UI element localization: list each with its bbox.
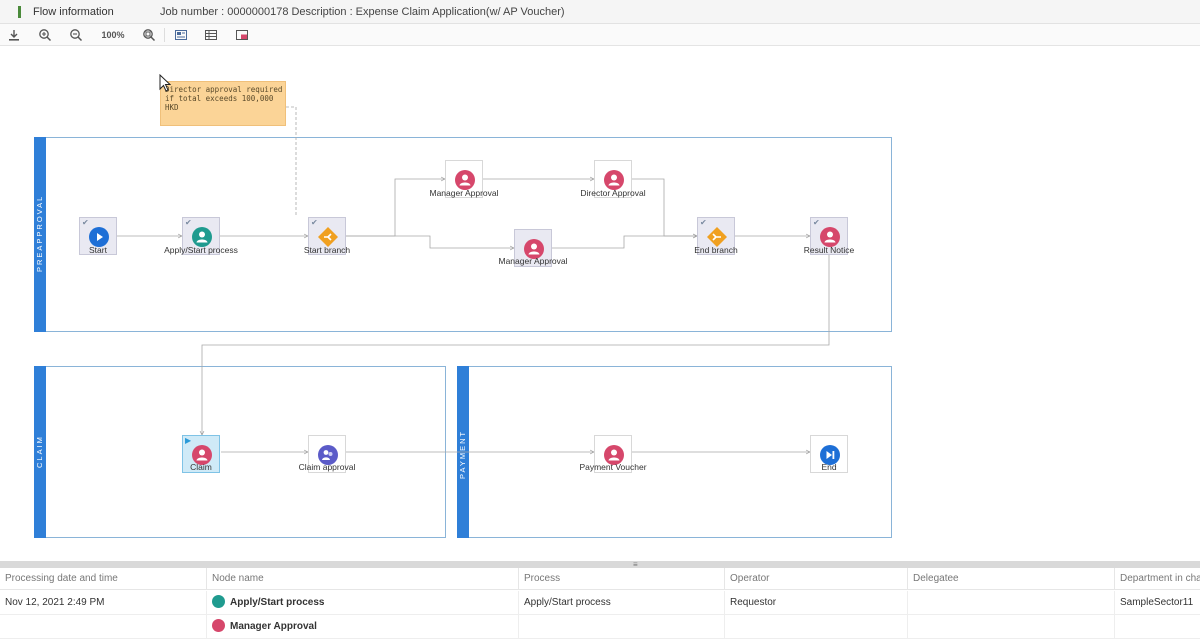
- column-header[interactable]: Process: [518, 568, 724, 590]
- skip-end-icon: [820, 445, 840, 465]
- column-header[interactable]: Department in charge: [1114, 568, 1200, 590]
- lane-bar: [34, 366, 46, 538]
- node-director-approval[interactable]: [594, 160, 632, 198]
- user-icon: [192, 227, 212, 247]
- node-view-icon[interactable]: [173, 27, 189, 43]
- node-label: Manager Approval: [498, 256, 568, 266]
- cell-date: Nov 12, 2021 2:49 PM: [5, 597, 105, 608]
- flow-diagram-canvas: PREAPPROVAL CLAIM PAYMENT: [0, 47, 1200, 561]
- avatar: [212, 594, 225, 608]
- node-label: End: [821, 462, 837, 472]
- zoom-in-icon[interactable]: [37, 27, 53, 43]
- flow-connectors: [117, 106, 830, 561]
- user-icon: [524, 239, 544, 259]
- fit-zoom-icon[interactable]: [141, 27, 157, 43]
- node-label: Claim: [190, 462, 212, 472]
- edge: [552, 236, 697, 249]
- toolbar-divider: [164, 28, 165, 42]
- node-label: Apply/Start process: [164, 245, 238, 255]
- table-view-icon[interactable]: [203, 27, 219, 43]
- node-label: Manager Approval: [429, 188, 499, 198]
- check-icon: ✔: [813, 218, 820, 227]
- node-result-notice[interactable]: ✔: [810, 217, 848, 255]
- job-description: Job number : 0000000178 Description : Ex…: [160, 6, 565, 18]
- cell-process: [518, 615, 724, 639]
- cell-node: Manager Approval: [206, 615, 518, 639]
- edge: [202, 255, 830, 435]
- column-header[interactable]: Node name: [206, 568, 518, 590]
- node-manager-approval-top[interactable]: [445, 160, 483, 198]
- node-start-branch[interactable]: ✔: [308, 217, 346, 255]
- cell-date: [0, 615, 206, 639]
- cell-operator: Requestor: [724, 591, 907, 615]
- node-start[interactable]: ✔: [79, 217, 117, 255]
- user-icon: [604, 170, 624, 190]
- node-payment-voucher[interactable]: [594, 435, 632, 473]
- node-claim[interactable]: ▶: [182, 435, 220, 473]
- check-icon: ✔: [311, 218, 318, 227]
- node-label: End branch: [694, 245, 738, 255]
- window-view-icon[interactable]: [234, 27, 250, 43]
- note-link: [286, 106, 297, 217]
- node-end-branch[interactable]: ✔: [697, 217, 735, 255]
- edge: [346, 235, 514, 248]
- play-icon: [89, 227, 109, 247]
- node-claim-approval[interactable]: [308, 435, 346, 473]
- table-header: Processing date and time Node name Proce…: [0, 568, 1200, 590]
- table-row[interactable]: Nov 12, 2021 2:49 PM Apply/Start process…: [0, 591, 1200, 615]
- column-header[interactable]: Delegatee: [907, 568, 1114, 590]
- cell-node: Apply/Start process: [206, 591, 518, 615]
- node-apply-start[interactable]: ✔: [182, 217, 220, 255]
- cell-department: SampleSector11: [1114, 591, 1200, 615]
- drag-grip-icon: [18, 6, 21, 18]
- user-icon: [455, 170, 475, 190]
- cell-process: Apply/Start process: [518, 591, 724, 615]
- avatar: [212, 618, 225, 632]
- table-row[interactable]: Manager Approval: [0, 615, 1200, 639]
- cell-department: [1114, 615, 1200, 639]
- diagram-toolbar: 100%: [0, 24, 1200, 46]
- cell-delegatee: [907, 615, 1114, 639]
- zoom-out-icon[interactable]: [68, 27, 84, 43]
- node-label: Result Notice: [803, 245, 855, 255]
- current-marker-icon: ▶: [185, 436, 192, 445]
- check-icon: ✔: [185, 218, 192, 227]
- user-icon: [604, 445, 624, 465]
- user-icon: [192, 445, 212, 465]
- cell-delegatee: [907, 591, 1114, 615]
- node-label: Director Approval: [580, 188, 646, 198]
- lane-bar: [34, 137, 46, 332]
- group-user-icon: [318, 445, 338, 465]
- node-label: Payment Voucher: [579, 462, 647, 472]
- annotation-note[interactable]: Director approval required if total exce…: [160, 81, 286, 126]
- download-icon[interactable]: [6, 27, 22, 43]
- node-label: Start branch: [303, 245, 351, 255]
- node-label: Start: [89, 245, 107, 255]
- history-table: Processing date and time Node name Proce…: [0, 568, 1200, 639]
- node-end[interactable]: [810, 435, 848, 473]
- check-icon: ✔: [700, 218, 707, 227]
- flow-info-titlebar: Flow information Job number : 0000000178…: [0, 0, 1200, 24]
- cell-node-label: Apply/Start process: [230, 597, 325, 608]
- mouse-cursor-icon: [159, 74, 171, 92]
- flow-info-label: Flow information: [33, 6, 114, 18]
- node-label: Claim approval: [298, 462, 356, 472]
- panel-splitter[interactable]: ≡: [0, 560, 1200, 569]
- branch-end-icon: [707, 227, 727, 247]
- column-header[interactable]: Processing date and time: [5, 573, 118, 584]
- branch-start-icon: [318, 227, 338, 247]
- check-icon: ✔: [82, 218, 89, 227]
- user-icon: [820, 227, 840, 247]
- cell-operator: [724, 615, 907, 639]
- cell-node-label: Manager Approval: [230, 621, 317, 632]
- column-header[interactable]: Operator: [724, 568, 907, 590]
- node-manager-approval-bottom[interactable]: [514, 229, 552, 267]
- drag-handle-icon: ≡: [633, 560, 638, 569]
- zoom-level: 100%: [101, 30, 125, 40]
